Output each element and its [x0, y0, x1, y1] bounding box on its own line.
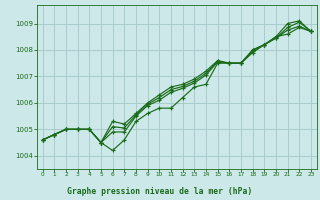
Text: Graphe pression niveau de la mer (hPa): Graphe pression niveau de la mer (hPa) — [68, 187, 252, 196]
